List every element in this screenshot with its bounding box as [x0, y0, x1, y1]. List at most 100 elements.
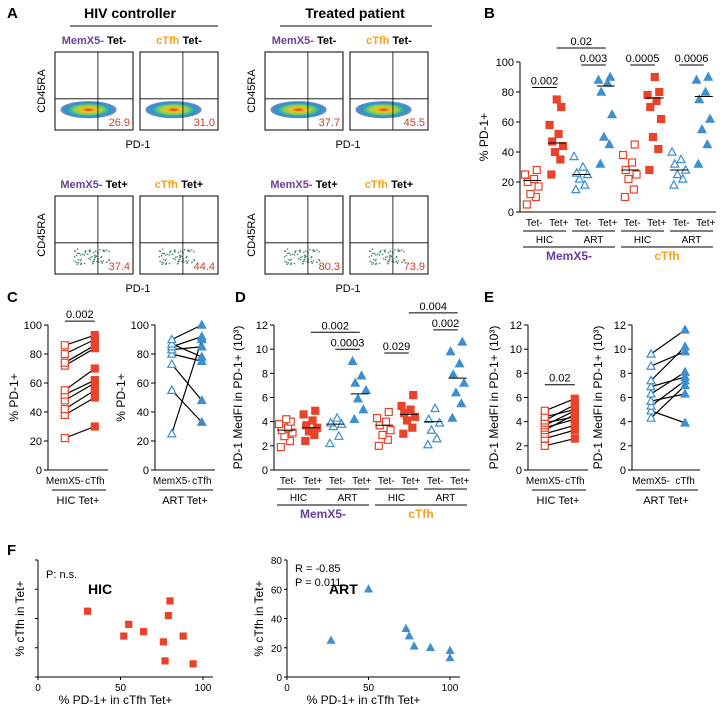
- panel-a-row2-plot-1-event: [174, 250, 176, 253]
- panel-b-sig-pvalue: 0.002: [531, 76, 559, 88]
- panel-a-row2-plot-1-event: [159, 260, 161, 263]
- panel-a-row2-plot-1-event: [184, 248, 186, 251]
- panel-c-point: [196, 351, 207, 361]
- panel-a-row2-plot-2-event: [301, 255, 304, 258]
- panel-e-point: [646, 400, 657, 410]
- panel-a-row2-plot-3-event: [387, 251, 390, 254]
- panel-c-xtick-label: cTfh: [85, 476, 104, 487]
- panel-e-point: [646, 381, 657, 391]
- panel-a-row2-plot-2-event: [297, 257, 300, 260]
- panel-e-point: [646, 412, 657, 422]
- panel-e-point: [646, 348, 657, 358]
- panel-d-sig-pvalue: 0.004: [419, 301, 447, 313]
- panel-b-point: [593, 74, 604, 84]
- panel-b-point: [529, 174, 539, 184]
- panel-d-point: [336, 418, 347, 428]
- panel-d-point: [374, 441, 383, 450]
- panel-a-row2-plot-0-event: [91, 255, 94, 258]
- panel-b-xtick-label: Tet+: [696, 218, 715, 229]
- panel-b-ytick-label: 20: [502, 177, 514, 189]
- panel-b-point: [630, 140, 639, 149]
- panel-b-point: [667, 146, 678, 156]
- panel-e-pair-line: [650, 329, 686, 355]
- panel-a-row1-plot-3-value: 45.5: [404, 117, 425, 129]
- panel-b-point: [558, 141, 568, 151]
- panel-a-row2-plot-0-event: [73, 256, 76, 258]
- panel-e-point: [680, 417, 691, 427]
- panel-d-ytick-label: 0: [262, 465, 268, 477]
- panel-c-xtick-label: MemX5-: [46, 476, 84, 487]
- panel-a-row1-plot-0-density: [60, 101, 117, 119]
- panel-b-point: [526, 189, 535, 199]
- panel-d-xtick-label: Tet+: [303, 476, 322, 487]
- panel-a-row2-plot-1-event: [158, 256, 161, 258]
- panel-e-point: [680, 388, 691, 398]
- panel-a-row2-plot-3-event: [374, 259, 377, 262]
- panel-a-row2-plot-2-event: [289, 259, 292, 262]
- panel-a-row2-plot-3-event: [372, 262, 375, 264]
- panel-a-row2-plot-2-event: [303, 254, 306, 257]
- panel-a-row2-plot-0-event: [80, 262, 83, 265]
- panel-b-ytick-label: 0: [508, 207, 514, 219]
- panel-b-point: [655, 87, 664, 97]
- panel-d-point: [430, 402, 441, 413]
- panel-a-title-treated: Treated patient: [305, 5, 405, 21]
- panel-a-row2-plot-1-event: [165, 258, 167, 261]
- panel-a-row2-plot-0-event: [86, 253, 89, 256]
- panel-f-hic-ylabel: % cTfh in Tet+: [13, 580, 27, 656]
- panel-b-point: [654, 144, 663, 154]
- panel-a-row2-plot-1-event: [165, 262, 168, 265]
- panel-e-ytick-label: 2: [620, 441, 626, 453]
- panel-a-row2-plot-0-event: [89, 256, 92, 259]
- panel-b-point: [548, 137, 557, 146]
- panel-e-ytick-label: 12: [510, 320, 522, 332]
- panel-d-point: [448, 369, 459, 379]
- panel-d-point: [402, 416, 412, 425]
- panel-a-row1-ylabel-0: CD45RA: [36, 69, 48, 113]
- panel-a-title-hic: HIV controller: [84, 5, 176, 21]
- panel-a-row2-plot-3-event: [371, 248, 374, 250]
- panel-a-row2-ylabel-2: CD45RA: [246, 213, 258, 257]
- panel-b-ytick-label: 60: [502, 117, 514, 129]
- panel-a-row2-plot-2-event: [289, 263, 292, 265]
- panel-a-row2-plot-0-event: [106, 261, 108, 263]
- panel-c-point: [166, 348, 177, 358]
- panel-b-xtick-label: Tet+: [598, 218, 617, 229]
- panel-a-row2-plot-1-event: [177, 260, 179, 263]
- panel-a-row2-plot-1-event: [172, 257, 175, 260]
- panel-d-point: [350, 377, 361, 387]
- panel-d-point: [454, 358, 465, 368]
- panel-b-xtick-label: Tet-: [624, 218, 641, 229]
- panel-d-point: [276, 442, 285, 452]
- panel-a-row2-plot-2-event: [290, 262, 293, 265]
- panel-a-row2-plot-1-event: [168, 262, 171, 265]
- panel-b-sig-pvalue: 0.0005: [626, 53, 660, 65]
- panel-e-ytick-label: 2: [516, 441, 522, 453]
- panel-a-row2-plot-1-event: [161, 252, 164, 255]
- panel-b-point: [595, 158, 606, 168]
- panel-d-point: [445, 346, 456, 356]
- panel-d-point: [372, 413, 382, 423]
- panel-a-row2-plot-0-event: [79, 263, 82, 265]
- panel-a-row2-plot-2-event: [318, 258, 320, 261]
- panel-c-pair-line: [171, 324, 203, 341]
- panel-d-point: [302, 421, 311, 430]
- panel-e-point: [540, 441, 549, 450]
- panel-a-row2-plot-3-event: [375, 262, 378, 265]
- panel-b-point: [646, 102, 655, 112]
- panel-c-pair-line: [64, 425, 96, 439]
- panel-e-xtick-label: cTfh: [565, 476, 584, 487]
- panel-a-row2-plot-3-event: [388, 254, 391, 257]
- panel-a-row2-plot-3-event: [397, 250, 400, 253]
- panel-d-pop-label: cTfh: [408, 507, 433, 521]
- panel-c-point: [196, 319, 207, 329]
- panel-d-point: [311, 406, 320, 415]
- panel-d-pop-label: MemX5-: [300, 507, 346, 521]
- panel-c-xtick-label: cTfh: [192, 476, 211, 487]
- panel-a-row2-plot-1-event: [187, 249, 189, 251]
- panel-a-row2-plot-1-event: [162, 262, 165, 264]
- panel-f-art-point: [363, 584, 374, 593]
- panel-a-row2-plot-0-event: [94, 258, 96, 260]
- panel-d-group-label: ART: [338, 493, 358, 504]
- panel-a-row2-plot-0-event: [89, 258, 92, 261]
